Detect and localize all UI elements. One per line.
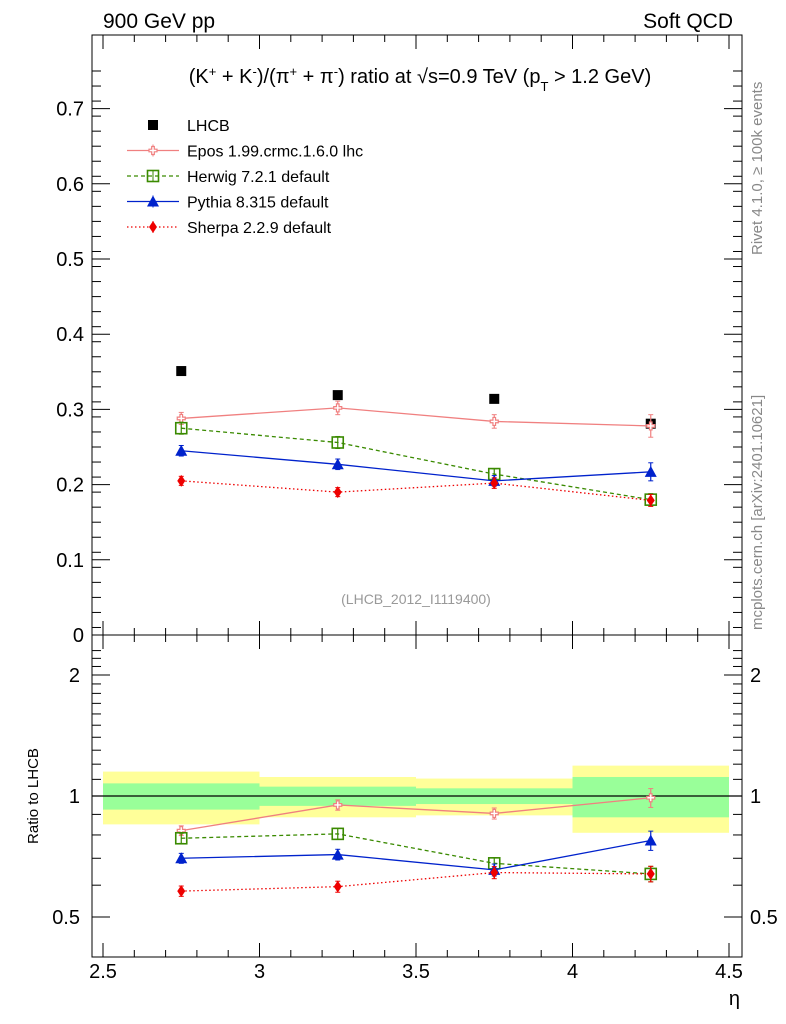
series-point — [490, 477, 499, 490]
ratio-point — [490, 866, 499, 879]
ratio-point — [333, 880, 342, 893]
legend: LHCB Epos 1.99.crmc.1.6.0 lhc Herwig 7.2.1… — [127, 118, 363, 237]
x-tick-label: 2.5 — [89, 961, 117, 983]
lhcb-point — [332, 390, 343, 401]
series-ratio-line — [181, 797, 651, 832]
series-layer — [174, 366, 658, 898]
series-point — [644, 465, 657, 477]
header-left: 900 GeV pp — [103, 10, 215, 33]
series-point — [176, 413, 186, 424]
y-tick-label: 0 — [73, 625, 84, 647]
y-tick-label: 0.7 — [56, 99, 84, 121]
ratio-tick-label: 0.5 — [52, 907, 80, 929]
series-3 — [177, 474, 655, 898]
mcplots-label: mcplots.cern.ch [arXiv:2401.10621] — [749, 395, 766, 630]
rivet-label: Rivet 4.1.0, ≥ 100k events — [749, 82, 766, 255]
y-tick-label: 0.4 — [56, 324, 84, 346]
ratio-point — [646, 793, 656, 803]
ratio-point — [644, 834, 657, 846]
x-tick-label: 4.5 — [715, 961, 743, 983]
series-point — [333, 486, 342, 499]
series-0 — [176, 400, 656, 837]
series-point — [177, 474, 186, 487]
ratio-point — [177, 885, 186, 898]
series-2 — [175, 444, 657, 877]
series-point — [331, 458, 344, 470]
legend-marker — [147, 195, 159, 207]
ratio-tick-label-right: 2 — [750, 665, 761, 687]
ratio-tick-label: 1 — [69, 786, 80, 808]
x-tick-label: 4 — [567, 961, 578, 983]
lhcb-point — [176, 366, 187, 377]
ratio-tick-label-right: 1 — [750, 786, 761, 808]
x-tick-label: 3.5 — [402, 961, 430, 983]
series-point — [489, 416, 499, 427]
y-axis-label-ratio: Ratio to LHCB — [25, 748, 42, 844]
ratio-bands — [92, 765, 742, 833]
ratio-point — [331, 848, 344, 860]
x-tick-label: 3 — [254, 961, 265, 983]
y-tick-label: 0.5 — [56, 249, 84, 271]
header-right: Soft QCD — [643, 10, 733, 33]
ratio-tick-label: 2 — [69, 665, 80, 687]
series-point — [175, 444, 188, 456]
x-axis-label: η — [729, 988, 740, 1010]
watermark: (LHCB_2012_I1119400) — [341, 591, 491, 607]
series-point — [174, 421, 188, 435]
series-ratio-line — [181, 871, 651, 892]
y-tick-label: 0.2 — [56, 475, 84, 497]
ratio-tick-label-right: 0.5 — [750, 907, 778, 929]
axis-ticks: 2.5 3 3.5 4 4.5 0 0.1 0.2 0.3 0.4 0.5 0.6 0.7 0.5 0.5 1… — [52, 35, 778, 983]
legend-marker — [149, 221, 157, 233]
series-point — [646, 494, 655, 507]
ratio-point — [176, 826, 186, 836]
ratio-point — [646, 867, 655, 880]
series-line — [181, 480, 651, 502]
legend-label: Epos 1.99.crmc.1.6.0 lhc — [187, 144, 363, 161]
series-line — [181, 427, 651, 501]
legend-label-lhcb: LHCB — [187, 118, 230, 135]
ratio-point — [174, 831, 188, 845]
y-tick-label: 0.1 — [56, 550, 84, 572]
ratio-point — [331, 827, 345, 841]
legend-marker-lhcb — [148, 120, 158, 130]
series-point — [646, 421, 656, 431]
series-line — [181, 450, 651, 482]
series-point — [333, 403, 343, 413]
legend-marker — [148, 145, 158, 156]
ratio-point — [175, 852, 188, 864]
ratio-point — [489, 808, 499, 819]
series-line — [181, 407, 651, 427]
legend-label: Pythia 8.315 default — [187, 195, 329, 212]
series-ratio-line — [181, 833, 651, 875]
y-tick-label: 0.6 — [56, 174, 84, 196]
series-point — [331, 436, 345, 449]
chart-title: (K+ + K-)/(π+ + π-) ratio at √s=0.9 TeV … — [189, 64, 651, 94]
legend-marker — [146, 169, 160, 183]
legend-label: Herwig 7.2.1 default — [187, 169, 330, 186]
legend-label: Sherpa 2.2.9 default — [187, 220, 332, 237]
lhcb-point — [489, 393, 500, 404]
ratio-point — [333, 800, 343, 810]
y-tick-label: 0.3 — [56, 399, 84, 421]
series-ratio-line — [181, 839, 651, 871]
